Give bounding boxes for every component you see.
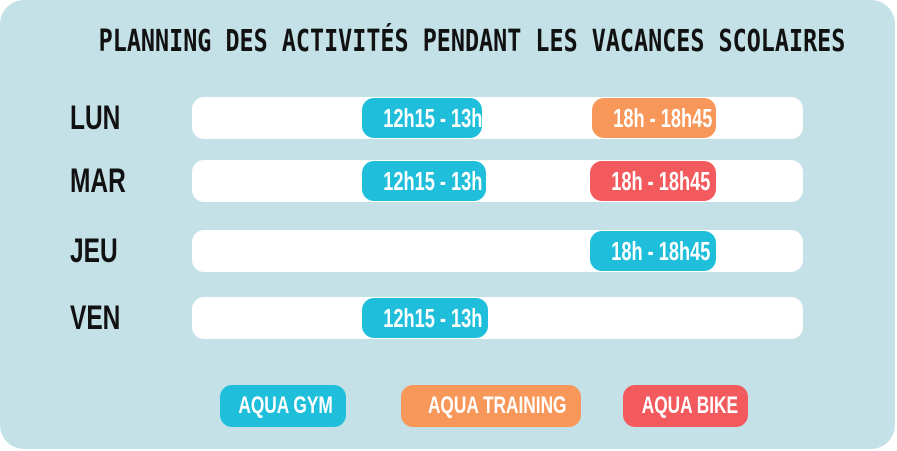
time-track: 12h15 - 13h 18h - 18h45 bbox=[192, 97, 803, 139]
time-track: 12h15 - 13h 18h - 18h45 bbox=[192, 160, 803, 202]
time-track: 12h15 - 13h bbox=[192, 297, 803, 339]
slot-time: 18h - 18h45 bbox=[611, 236, 711, 266]
slot-time: 18h - 18h45 bbox=[611, 166, 711, 196]
slot-aqua-gym[interactable]: 12h15 - 13h bbox=[362, 298, 488, 338]
legend-aqua-bike: AQUA BIKE bbox=[623, 385, 748, 427]
page-title: PLANNING DES ACTIVITÉS PENDANT LES VACAN… bbox=[98, 24, 846, 59]
schedule-row-lun: LUN 12h15 - 13h 18h - 18h45 bbox=[0, 97, 897, 139]
day-label: VEN bbox=[70, 299, 121, 337]
legend-label: AQUA GYM bbox=[238, 392, 333, 419]
legend-label: AQUA TRAINING bbox=[427, 392, 567, 419]
legend-aqua-gym: AQUA GYM bbox=[220, 385, 346, 427]
slot-aqua-bike[interactable]: 18h - 18h45 bbox=[590, 161, 716, 201]
day-label: MAR bbox=[70, 162, 126, 200]
schedule-row-jeu: JEU 18h - 18h45 bbox=[0, 230, 897, 272]
slot-time: 18h - 18h45 bbox=[613, 103, 713, 133]
time-track: 18h - 18h45 bbox=[192, 230, 803, 272]
day-label: LUN bbox=[70, 99, 121, 137]
slot-time: 12h15 - 13h bbox=[383, 103, 482, 133]
legend-label: AQUA BIKE bbox=[641, 392, 739, 419]
legend-aqua-training: AQUA TRAINING bbox=[401, 385, 581, 427]
day-label: JEU bbox=[70, 232, 118, 270]
slot-time: 12h15 - 13h bbox=[383, 303, 483, 333]
slot-aqua-gym[interactable]: 12h15 - 13h bbox=[362, 161, 486, 201]
slot-aqua-training[interactable]: 18h - 18h45 bbox=[592, 98, 716, 138]
schedule-row-mar: MAR 12h15 - 13h 18h - 18h45 bbox=[0, 160, 897, 202]
slot-aqua-gym[interactable]: 12h15 - 13h bbox=[362, 98, 482, 138]
slot-time: 12h15 - 13h bbox=[383, 166, 483, 196]
schedule-row-ven: VEN 12h15 - 13h bbox=[0, 297, 897, 339]
slot-aqua-gym[interactable]: 18h - 18h45 bbox=[590, 231, 716, 271]
